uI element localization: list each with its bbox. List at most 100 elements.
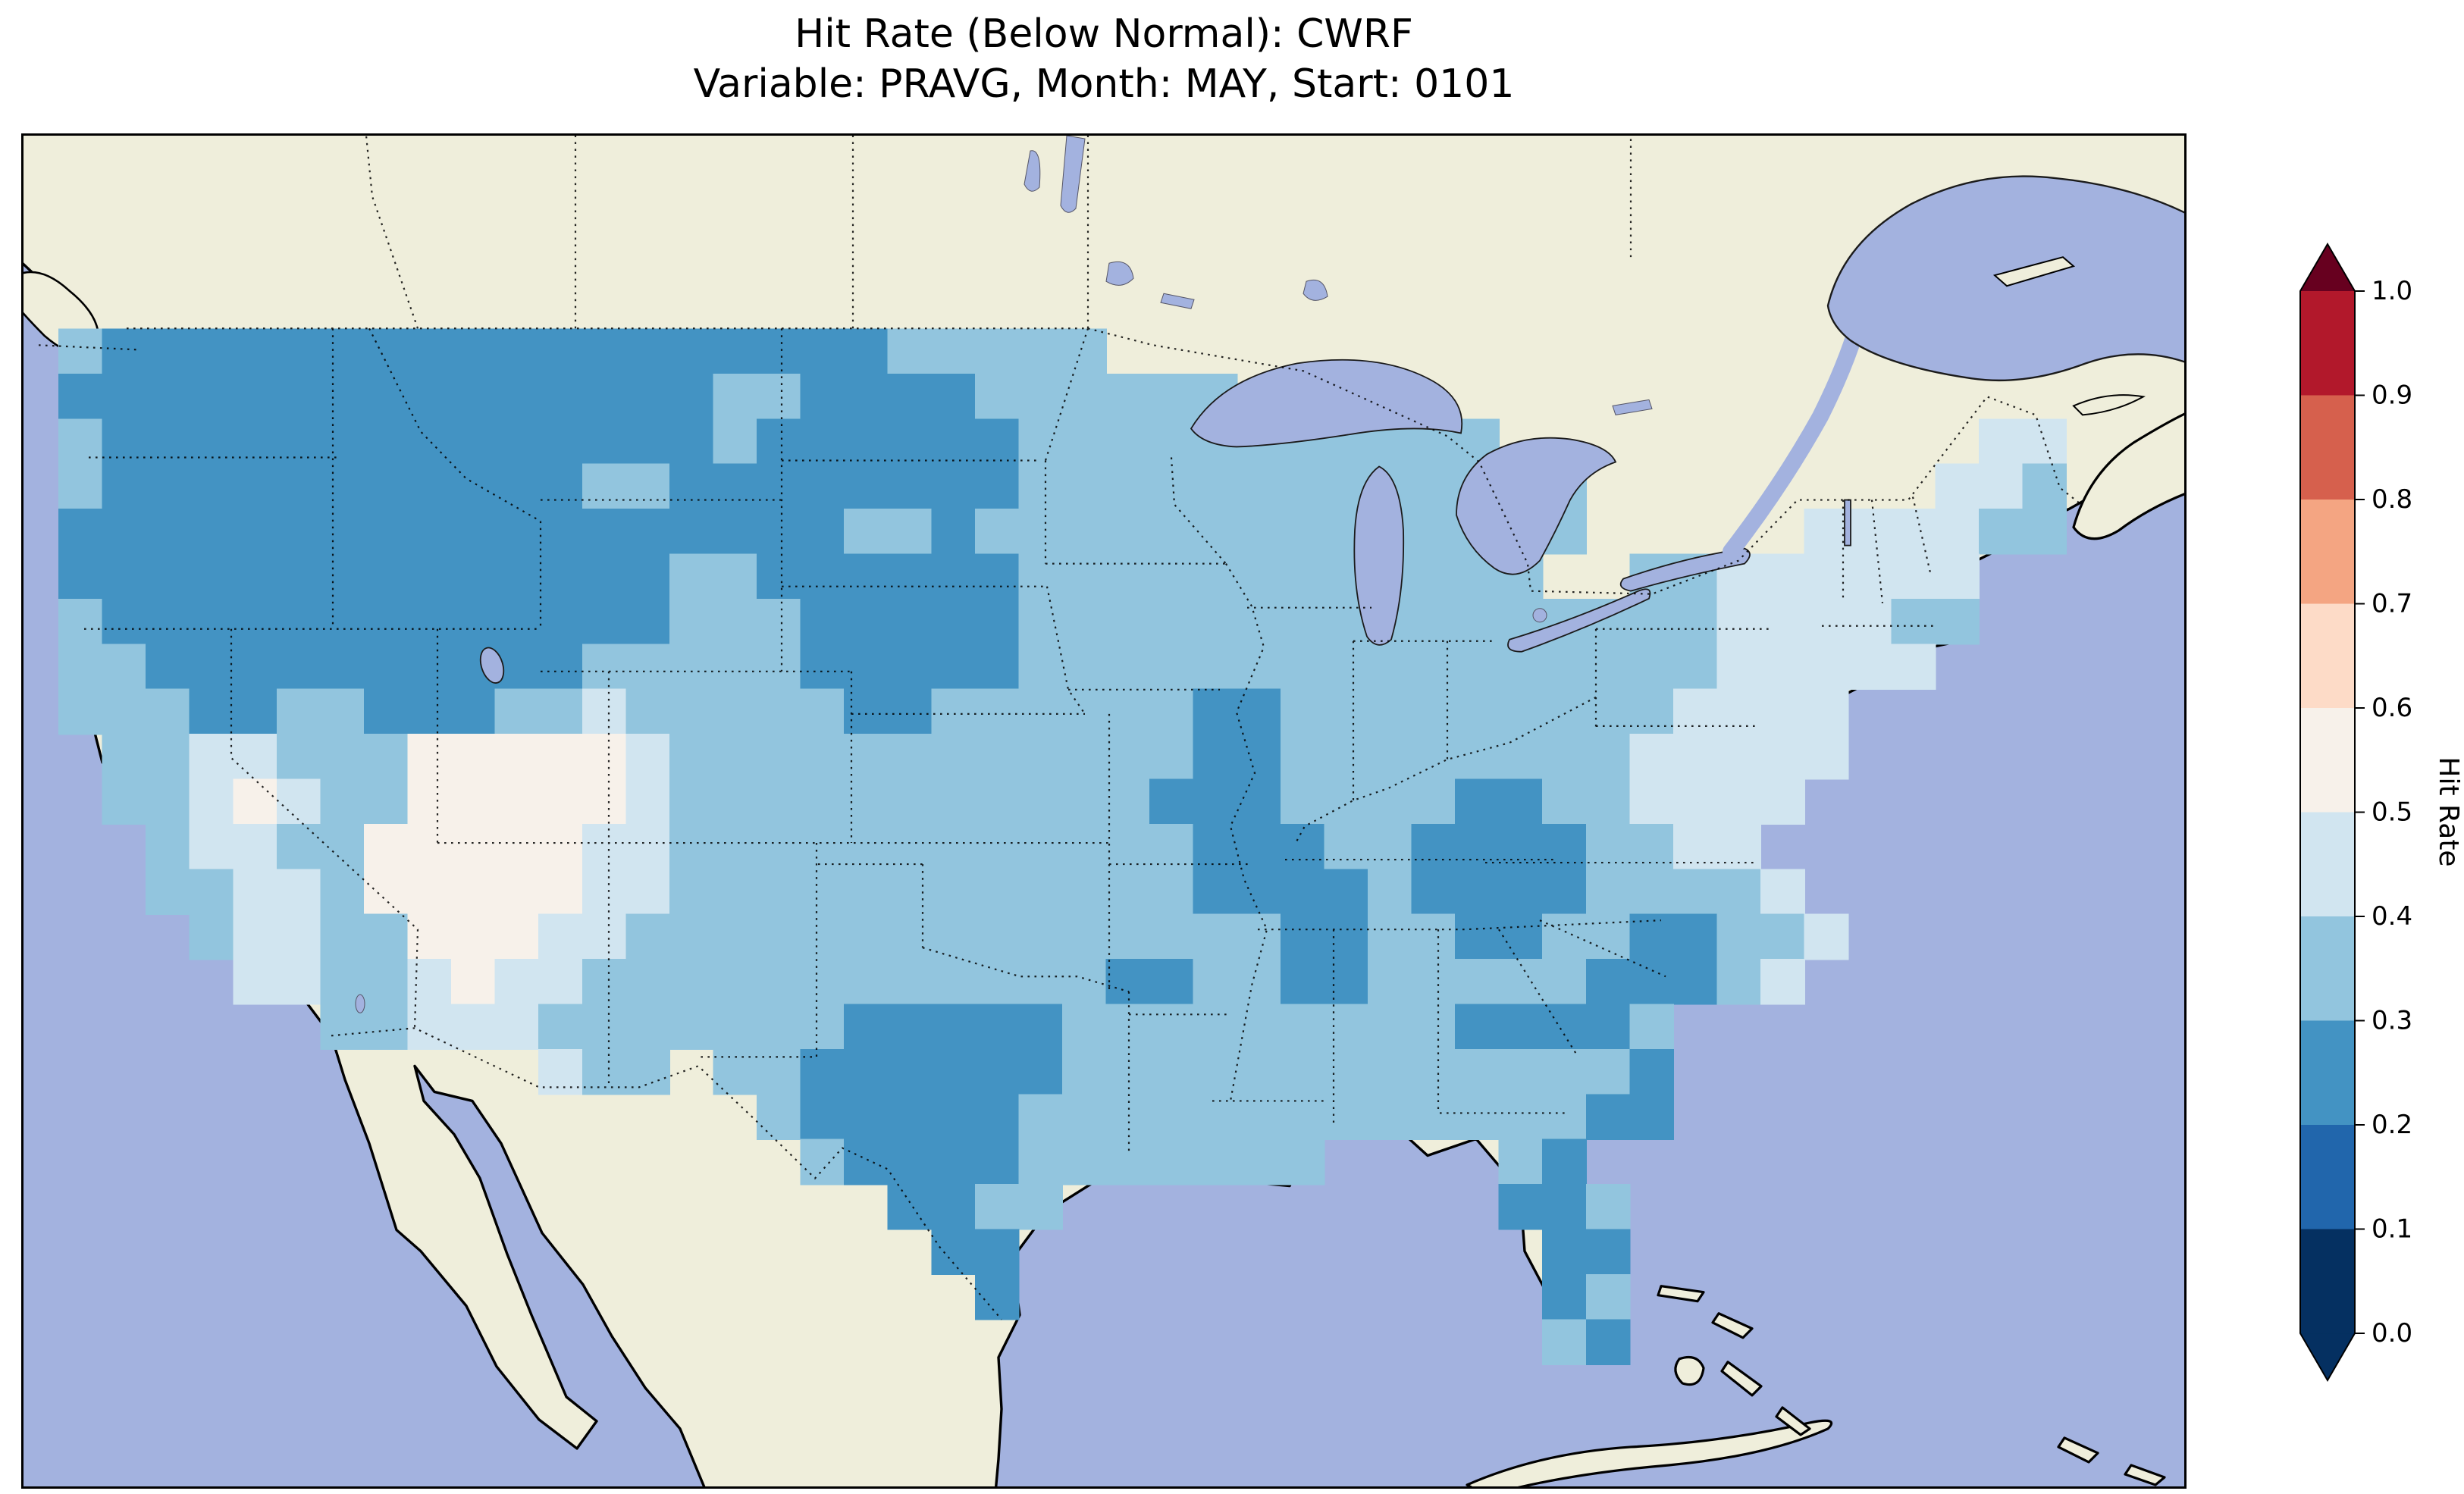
grid-cell <box>1324 1094 1369 1140</box>
grid-cell <box>1498 778 1544 825</box>
grid-cell <box>1978 509 2024 555</box>
grid-cell <box>713 598 758 645</box>
grid-cell <box>146 778 190 825</box>
grid-cell <box>1411 913 1456 960</box>
grid-cell <box>451 869 496 915</box>
grid-cell <box>1542 1094 1587 1140</box>
grid-cell <box>1585 1048 1631 1095</box>
grid-cell <box>363 598 409 645</box>
grid-cell <box>58 553 103 600</box>
grid-cell <box>1760 959 1805 1005</box>
grid-cell <box>974 1229 1020 1276</box>
grid-cell <box>669 328 714 375</box>
grid-cell <box>1935 553 1980 600</box>
grid-cell <box>757 373 801 420</box>
grid-cell <box>713 913 758 960</box>
grid-cell <box>102 328 147 375</box>
grid-cell <box>1193 598 1238 645</box>
grid-cell <box>451 509 496 555</box>
grid-cell <box>58 644 103 690</box>
grid-cell <box>1585 913 1631 960</box>
grid-cell <box>1411 1004 1456 1051</box>
grid-cell <box>320 688 365 735</box>
grid-cell <box>1455 1004 1500 1051</box>
lake-champlain <box>1844 499 1851 547</box>
grid-cell <box>931 373 977 420</box>
grid-cell <box>582 328 627 375</box>
grid-cell <box>625 328 671 375</box>
grid-cell <box>146 734 190 780</box>
grid-cell <box>1280 1048 1325 1095</box>
grid-cell <box>58 509 103 555</box>
grid-cell <box>800 644 845 690</box>
colorbar: 1.0 0.9 0.8 0.7 0.6 0.5 0.4 0.3 0.2 0.1 0.0 Hit Ra… <box>2291 241 2464 1412</box>
grid-cell <box>757 1048 801 1095</box>
grid-cell <box>146 869 190 915</box>
grid-cell <box>320 598 365 645</box>
grid-cell <box>1716 598 1762 645</box>
grid-cell <box>1237 823 1282 870</box>
grid-cell <box>1629 688 1675 735</box>
grid-cell <box>1280 1004 1325 1051</box>
caicos-islands <box>2124 1464 2166 1486</box>
grid-cell <box>1411 778 1456 825</box>
grid-cell <box>363 553 409 600</box>
grid-cell <box>844 1094 889 1140</box>
grid-cell <box>1018 913 1064 960</box>
grid-cell <box>1411 959 1456 1005</box>
grid-cell <box>1455 913 1500 960</box>
grid-cell <box>1237 1004 1282 1051</box>
grid-cell <box>233 913 278 960</box>
grid-cell <box>363 688 409 735</box>
grid-cell <box>276 598 321 645</box>
plot-subtitle: Variable: PRAVG, Month: MAY, Start: 0101 <box>693 61 1515 107</box>
colorbar-tick-label: 0.9 <box>2372 381 2412 411</box>
grid-cell <box>276 373 321 420</box>
grid-cell <box>189 463 234 510</box>
grid-cell <box>320 509 365 555</box>
grid-cell <box>1672 959 1718 1005</box>
grid-cell <box>189 734 234 780</box>
grid-cell <box>1237 734 1282 780</box>
grid-cell <box>1455 1048 1500 1095</box>
grid-cell <box>931 598 977 645</box>
grid-cell <box>800 1048 845 1095</box>
grid-cell <box>1193 463 1238 510</box>
grid-cell <box>582 1004 627 1051</box>
grid-cell <box>320 778 365 825</box>
grid-cell <box>1062 734 1107 780</box>
grid-cell <box>233 823 278 870</box>
grid-cell <box>538 778 583 825</box>
grid-cell <box>625 913 671 960</box>
grid-cell <box>1542 869 1587 915</box>
grid-cell <box>320 644 365 690</box>
grid-cell <box>494 688 540 735</box>
grid-cell <box>494 913 540 960</box>
grid-cell <box>494 328 540 375</box>
grid-cell <box>1542 1229 1587 1276</box>
grid-cell <box>494 1004 540 1051</box>
grid-cell <box>669 418 714 465</box>
grid-cell <box>713 823 758 870</box>
grid-cell <box>1411 463 1456 510</box>
grid-cell <box>1542 644 1587 690</box>
grid-cell <box>1455 1094 1500 1140</box>
grid-cell <box>233 688 278 735</box>
grid-cell <box>1149 959 1194 1005</box>
grid-cell <box>1716 778 1762 825</box>
grid-cell <box>974 509 1020 555</box>
grid-cell <box>538 598 583 645</box>
salton-sea <box>355 994 365 1013</box>
colorbar-tick-label: 0.0 <box>2372 1318 2412 1348</box>
grid-cell <box>844 553 889 600</box>
grid-cell <box>1672 734 1718 780</box>
grid-cell <box>1585 1094 1631 1140</box>
grid-cell <box>1105 913 1151 960</box>
grid-cell <box>757 553 801 600</box>
grid-cell <box>669 688 714 735</box>
grid-cell <box>189 598 234 645</box>
great-salt-lake <box>479 647 505 684</box>
grid-cell <box>625 734 671 780</box>
us-state-borders <box>84 327 1937 1156</box>
colorbar-tick-label: 0.3 <box>2372 1006 2412 1036</box>
